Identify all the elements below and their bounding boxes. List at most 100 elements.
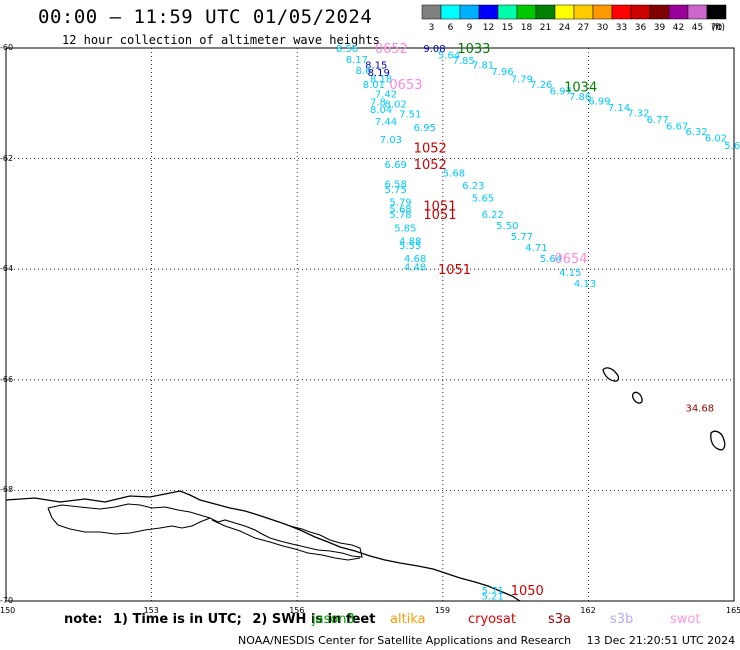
graticule bbox=[6, 48, 734, 601]
wave-height-value: 5.68 bbox=[443, 168, 465, 179]
wave-height-value: 34.68 bbox=[685, 403, 714, 414]
coastline-peninsula bbox=[211, 519, 361, 561]
wave-height-value: 5.21 bbox=[482, 591, 504, 602]
longitude-tick-label: 150 bbox=[0, 606, 16, 615]
footer-timestamp: 13 Dec 21:20:51 UTC 2024 bbox=[586, 634, 736, 647]
wave-height-value: 6.02 bbox=[705, 134, 727, 145]
scale-label: 9 bbox=[467, 23, 473, 33]
wave-height-value: 5.78 bbox=[389, 210, 411, 221]
wave-height-value: 5.64 bbox=[540, 254, 562, 265]
wave-height-value: 6.67 bbox=[666, 121, 688, 132]
wave-height-value: 6.95 bbox=[414, 123, 436, 134]
longitude-tick-label: 156 bbox=[289, 606, 305, 615]
wave-height-value: 5.85 bbox=[394, 224, 416, 235]
pass-time-label: 1051 bbox=[423, 200, 456, 215]
wave-height-value: 7.44 bbox=[375, 117, 397, 128]
wave-height-value: 6.69 bbox=[385, 160, 407, 171]
pass-time-label: 0652 bbox=[375, 42, 408, 57]
wave-height-value: 4.13 bbox=[574, 279, 596, 290]
wave-height-value: 5.64 bbox=[438, 51, 460, 62]
wave-height-value: 7.51 bbox=[399, 109, 421, 120]
wave-height-value: 7.85 bbox=[453, 56, 475, 67]
wave-height-value: 5.65 bbox=[472, 193, 494, 204]
chart-subtitle: 12 hour collection of altimeter wave hei… bbox=[62, 33, 380, 47]
wave-height-value: 5.77 bbox=[511, 232, 533, 243]
scale-label: 42 bbox=[673, 23, 684, 33]
satellite-legend-jason3: jason3 bbox=[312, 612, 355, 627]
wave-height-value: 5.79 bbox=[389, 198, 411, 209]
scale-label: 3 bbox=[429, 23, 435, 33]
wave-height-value: 6.22 bbox=[482, 210, 504, 221]
island bbox=[710, 430, 726, 451]
wave-height-value: 7.26 bbox=[530, 80, 552, 91]
wave-height-value: 8.18 bbox=[370, 74, 392, 85]
pass-time-label: 1033 bbox=[457, 42, 490, 57]
footer: NOAA/NESDIS Center for Satellite Applica… bbox=[238, 634, 735, 647]
scale-unit: (ft) bbox=[711, 23, 725, 33]
wave-height-value: 6.23 bbox=[462, 181, 484, 192]
pass-time-label: 1052 bbox=[414, 158, 447, 173]
latitude-tick-label: -62 bbox=[0, 153, 14, 163]
wave-height-value: 7.14 bbox=[608, 103, 630, 114]
wave-height-value: 8.04 bbox=[370, 105, 392, 116]
island bbox=[602, 367, 620, 382]
pass-time-label: 0653 bbox=[389, 78, 422, 93]
longitude-tick-label: 153 bbox=[143, 606, 159, 615]
longitude-tick-label: 165 bbox=[726, 606, 740, 615]
wave-height-value: 8.17 bbox=[346, 55, 368, 66]
scale-swatch bbox=[706, 4, 727, 20]
wave-height-value: 6.58 bbox=[385, 179, 407, 190]
note-part2: 2) SWH is in feet bbox=[252, 612, 376, 627]
pass-time-label: 1051 bbox=[438, 263, 471, 278]
wave-height-value: 8.56 bbox=[336, 44, 358, 55]
longitude-tick-label: 159 bbox=[434, 606, 451, 615]
scale-label: 70 bbox=[711, 23, 723, 33]
wave-height-value: 5.55 bbox=[399, 241, 421, 252]
pass-time-label: 1051 bbox=[423, 208, 456, 223]
wave-height-value: 4.71 bbox=[525, 243, 547, 254]
wave-height-value: 7.42 bbox=[375, 89, 397, 100]
wave-height-value: 8.01 bbox=[363, 80, 385, 91]
map-frame bbox=[5, 47, 735, 602]
color-scale-legend: 3 6 9 12 15 18 21 24 27 30 33 36 39 42 45 70(ft) bbox=[421, 4, 727, 33]
scale-label: 36 bbox=[635, 23, 647, 33]
chart-title: 00:00 – 11:59 UTC 01/05/2024 bbox=[38, 6, 373, 28]
wave-height-labels: 8.56 9.088.17 5.647.858.15 7.818.68.19 7.968… bbox=[336, 44, 740, 602]
wave-height-value: 6.99 bbox=[588, 97, 610, 108]
note-part1: 1) Time is in UTC; bbox=[112, 612, 242, 627]
wave-height-value: 5.68 bbox=[389, 204, 411, 215]
wave-height-value: 7.03 bbox=[380, 135, 402, 146]
wave-height-value: 7.86 bbox=[569, 92, 591, 103]
wave-height-value: 7.8 bbox=[370, 98, 386, 109]
latitude-tick-label: -70 bbox=[0, 596, 14, 605]
scale-label: 45 bbox=[692, 23, 703, 33]
wave-height-value: 8.19 bbox=[368, 68, 390, 79]
wave-height-value: 9.08 bbox=[423, 44, 445, 55]
wave-height-value: 8.6 bbox=[355, 66, 371, 77]
island bbox=[631, 391, 643, 404]
scale-label: 12 bbox=[483, 23, 494, 33]
scale-label: 30 bbox=[597, 23, 609, 33]
latitude-tick-label: -64 bbox=[0, 264, 14, 274]
scale-label: 6 bbox=[448, 23, 454, 33]
latitude-tick-label: -66 bbox=[0, 374, 14, 384]
wave-height-value: 4.88 bbox=[399, 236, 421, 247]
wave-height-value: 5.75 bbox=[385, 185, 407, 196]
wave-height-value: 5.66 bbox=[724, 141, 740, 152]
scale-label: 15 bbox=[502, 23, 513, 33]
coastline-inlet bbox=[47, 503, 363, 558]
pass-time-label: 0654 bbox=[554, 252, 587, 267]
wave-height-value: 6.32 bbox=[685, 127, 707, 138]
longitude-tick-label: 162 bbox=[580, 606, 596, 615]
wave-height-value: 5.50 bbox=[496, 221, 518, 232]
wave-height-value: 5.71 bbox=[482, 586, 504, 597]
pass-time-label: 1052 bbox=[414, 142, 447, 157]
scale-label: 21 bbox=[540, 23, 551, 33]
scale-label: 24 bbox=[559, 23, 571, 33]
satellite-legend-s3b: s3b bbox=[610, 612, 634, 627]
pass-time-label: 1034 bbox=[564, 81, 597, 96]
satellite-legend-cryosat: cryosat bbox=[468, 612, 516, 627]
wave-height-value: 4.68 bbox=[404, 254, 426, 265]
